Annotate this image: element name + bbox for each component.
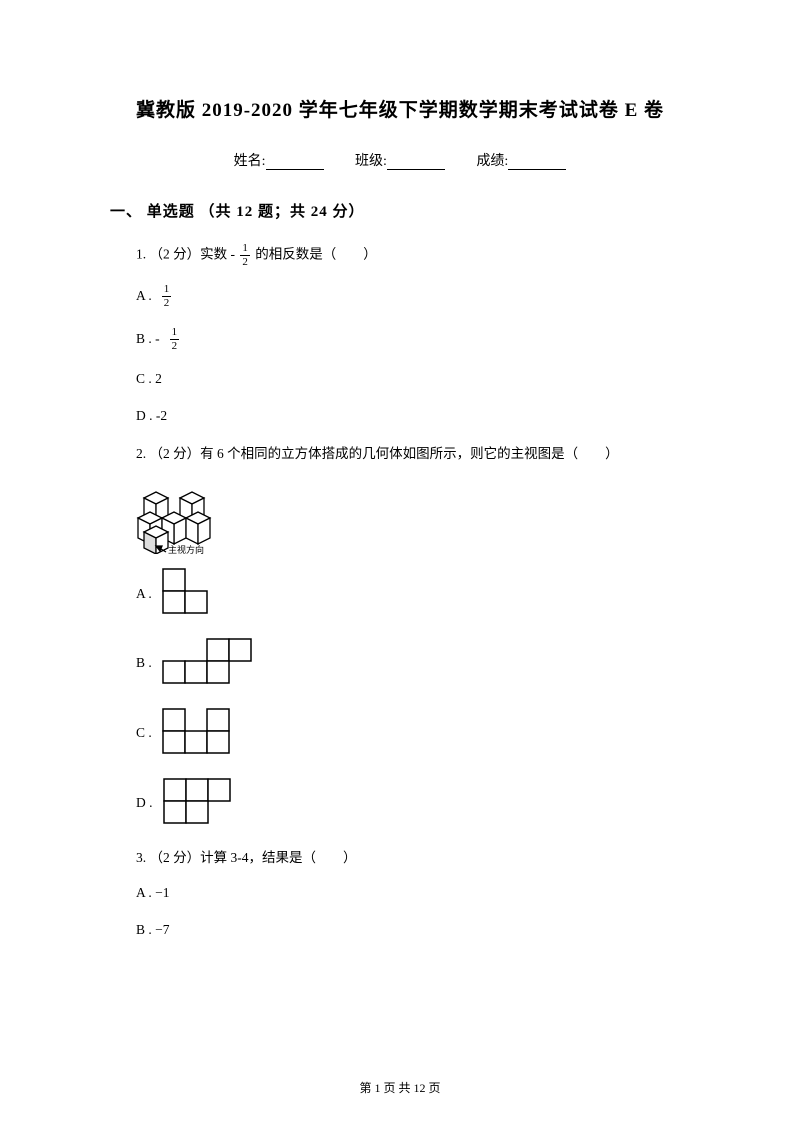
q2-b-shape xyxy=(162,638,254,690)
student-info-row: 姓名: 班级: 成绩: xyxy=(110,150,690,170)
q3-option-a: A . −1 xyxy=(136,884,690,903)
score-blank xyxy=(508,155,566,170)
q1-option-d: D . -2 xyxy=(136,407,690,426)
q2-c-shape xyxy=(162,708,232,760)
q2-option-b: B . xyxy=(136,638,690,690)
page-title: 冀教版 2019-2020 学年七年级下学期数学期末考试试卷 E 卷 xyxy=(110,95,690,122)
q1-b-fraction: 12 xyxy=(170,327,180,352)
q1-fraction: 12 xyxy=(240,243,250,268)
class-blank xyxy=(387,155,445,170)
q1-option-a: A . 12 xyxy=(136,284,690,309)
q1-option-c: C . 2 xyxy=(136,370,690,389)
page-footer: 第 1 页 共 12 页 xyxy=(0,1079,800,1096)
q1-stem-prefix: 1. （2 分）实数 - xyxy=(136,247,238,262)
q2-fig-label: 主视方向 xyxy=(168,544,204,554)
q3-option-b: B . −7 xyxy=(136,921,690,940)
q1-stem-suffix: 的相反数是（ ） xyxy=(252,247,377,262)
class-label: 班级: xyxy=(355,150,387,170)
q1-option-b: B . - 12 xyxy=(136,327,690,352)
q2-stem: 2. （2 分）有 6 个相同的立方体搭成的几何体如图所示，则它的主视图是（ ） xyxy=(136,444,690,464)
score-label: 成绩: xyxy=(476,150,508,170)
q1-stem: 1. （2 分）实数 - 12 的相反数是（ ） xyxy=(136,243,690,268)
q2-figure: 主视方向 xyxy=(136,480,690,554)
q2-d-shape xyxy=(163,778,233,830)
q2-option-d: D . xyxy=(136,778,690,830)
q2-a-shape xyxy=(162,568,210,620)
name-blank xyxy=(266,155,324,170)
section-1-heading: 一、 单选题 （共 12 题；共 24 分） xyxy=(110,200,690,221)
name-label: 姓名: xyxy=(234,150,266,170)
q1-a-fraction: 12 xyxy=(162,284,172,309)
q3-stem: 3. （2 分）计算 3-4，结果是（ ） xyxy=(136,848,690,868)
q2-option-a: A . xyxy=(136,568,690,620)
q2-option-c: C . xyxy=(136,708,690,760)
